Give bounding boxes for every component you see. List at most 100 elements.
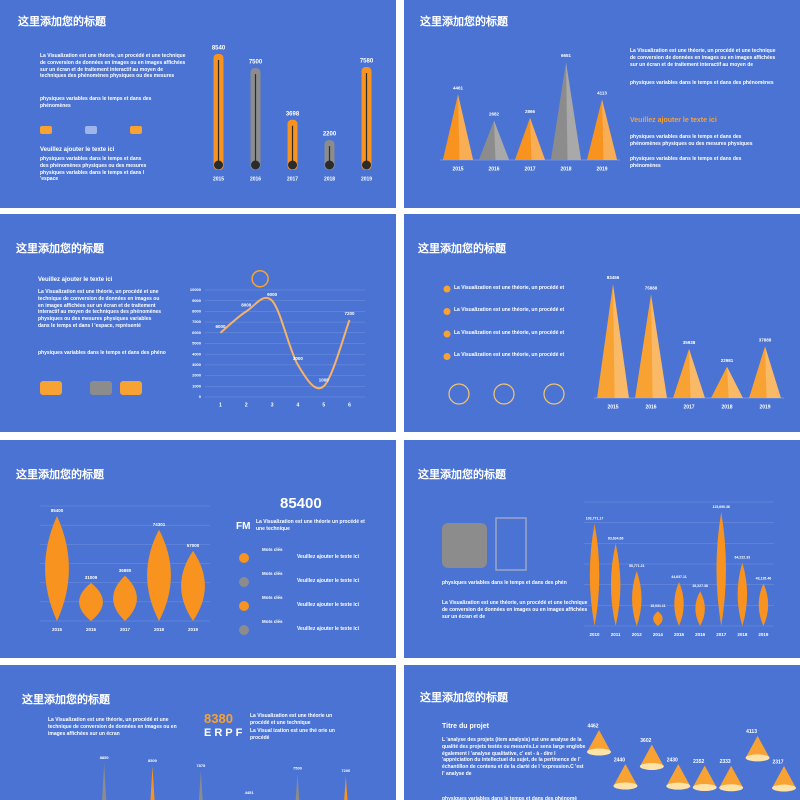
paragraphs: L 'analyse des projets (item analysis) e…: [442, 737, 586, 777]
value-label: 2333: [720, 759, 731, 765]
paragraphs: physiques variables dans le temps et dan…: [630, 156, 742, 169]
title: 这里添加您的标题: [418, 469, 506, 481]
title: 这里添加您的标题: [420, 692, 508, 704]
heading: Veuillez ajouter le texte ici: [38, 277, 113, 283]
value-label: 31009: [85, 575, 98, 580]
item-icon: [239, 625, 249, 635]
value-label: 2682: [489, 112, 500, 117]
items: La Visualization est une théorie, un pro…: [454, 307, 565, 313]
question-icon: [251, 269, 269, 288]
cone: [666, 764, 691, 787]
x-tick-label: 2019: [596, 166, 607, 172]
slide-canvas: 85400 2015 31009 2016 36880 2017 74301 2018 5700…: [40, 505, 249, 635]
slide-canvas: 4462 2440 3602 2430 2352 2333 4113 2317: [587, 723, 796, 792]
item-icon: [239, 577, 249, 587]
paragraphs: physiques variables dans le temps et dan…: [40, 96, 152, 109]
petal: [695, 591, 705, 626]
y-tick-label: 0: [199, 394, 202, 399]
peak-shade: [689, 348, 705, 398]
x-tick-label: 6: [348, 402, 351, 408]
peak: [478, 120, 510, 160]
value-label: 7500: [293, 766, 303, 771]
peak: [586, 99, 618, 160]
thermometer-bulb: [214, 160, 223, 170]
spike: [102, 763, 107, 800]
slide: 0 1000 2000 3000 4000 5000 6000 7000 8000 9000 100…: [0, 214, 396, 432]
item-icon: [443, 330, 451, 338]
cone-base: [772, 784, 796, 792]
item-icon: [443, 285, 451, 293]
x-tick-label: 2016: [695, 632, 706, 637]
item-icon: [443, 353, 451, 360]
value-label: 4462: [587, 723, 598, 729]
cone: [639, 744, 664, 767]
cone-base: [692, 783, 717, 791]
peak: [635, 294, 667, 398]
x-tick-label: 3: [271, 402, 274, 408]
peak-shade: [613, 284, 629, 398]
item-icon: [239, 601, 249, 611]
illustration: [90, 381, 112, 395]
value-label: 6651: [561, 53, 572, 58]
paragraphs: physiques variables dans le temps et dan…: [442, 580, 567, 586]
y-tick-label: 2000: [192, 373, 202, 378]
value-label: 83,634.66: [608, 537, 624, 541]
illustration: [495, 517, 527, 571]
x-tick-label: 2016: [645, 404, 656, 410]
peak: [749, 346, 781, 398]
cone: [719, 765, 744, 788]
peak-shade: [530, 117, 546, 160]
value-label: 3000: [293, 356, 304, 361]
cone-base: [719, 784, 744, 792]
cone-base: [587, 748, 611, 756]
paragraphs: La Visualization est une théorie un proc…: [256, 519, 365, 532]
paragraphs: La Visualization est une théorie, un pro…: [48, 717, 177, 737]
petal: [674, 582, 684, 626]
paragraphs: La Visualization est une théorie, un pro…: [630, 48, 776, 68]
icon: [85, 126, 97, 134]
value-label: 4113: [597, 91, 607, 96]
x-tick-label: 2019: [361, 176, 372, 182]
x-tick-label: 2019: [188, 627, 199, 632]
slide-canvas: 103,771.17 2010 83,634.66 2011 55,771.21 2012…: [442, 501, 774, 637]
petal: [632, 571, 642, 626]
item-text: Veuillez ajouter le texte ici: [297, 578, 359, 584]
x-tick-label: 2015: [607, 404, 618, 410]
value-label: 7200: [341, 768, 351, 773]
peak: [673, 348, 705, 398]
value-label: 1000: [319, 377, 330, 382]
value-label: 8850: [100, 755, 110, 760]
value-label: 8540: [212, 46, 226, 52]
petal: [653, 611, 663, 626]
cone-base: [639, 762, 664, 770]
item-label: Mots clés: [262, 547, 283, 552]
icon: [493, 383, 515, 405]
y-tick-label: 9000: [192, 298, 202, 303]
peak-shade: [494, 120, 510, 160]
title: 这里添加您的标题: [16, 469, 104, 481]
slide: 4462 2440 3602 2430 2352 2333 4113 2317 这里添加您的标题…: [404, 665, 800, 800]
item-text: Veuillez ajouter le texte ici: [297, 602, 359, 608]
y-tick-label: 5000: [192, 341, 202, 346]
thermometer-bulb: [288, 160, 297, 170]
icon: [40, 126, 52, 134]
paragraphs: physiques variables dans le temps et dan…: [38, 350, 166, 356]
paragraphs: physiques variables dans le temps et dan…: [442, 796, 578, 800]
cone-base: [613, 782, 638, 790]
value-label: 8500: [148, 758, 158, 763]
petal: [758, 583, 769, 626]
code: ERPF: [204, 727, 246, 739]
value-label: 6000: [215, 324, 226, 329]
heading: Veuillez ajouter le texte ici: [40, 147, 115, 153]
big-number: 85400: [280, 495, 322, 512]
x-tick-label: 2018: [154, 627, 165, 632]
x-tick-label: 2017: [287, 176, 298, 182]
value-label: 7200: [345, 311, 356, 316]
cone: [745, 735, 770, 758]
x-tick-label: 2016: [250, 176, 261, 182]
title: 这里添加您的标题: [16, 243, 104, 255]
x-tick-label: 4: [297, 402, 300, 408]
peak: [711, 366, 743, 398]
value-label: 3602: [640, 738, 651, 744]
thermometer-bulb: [362, 160, 371, 170]
